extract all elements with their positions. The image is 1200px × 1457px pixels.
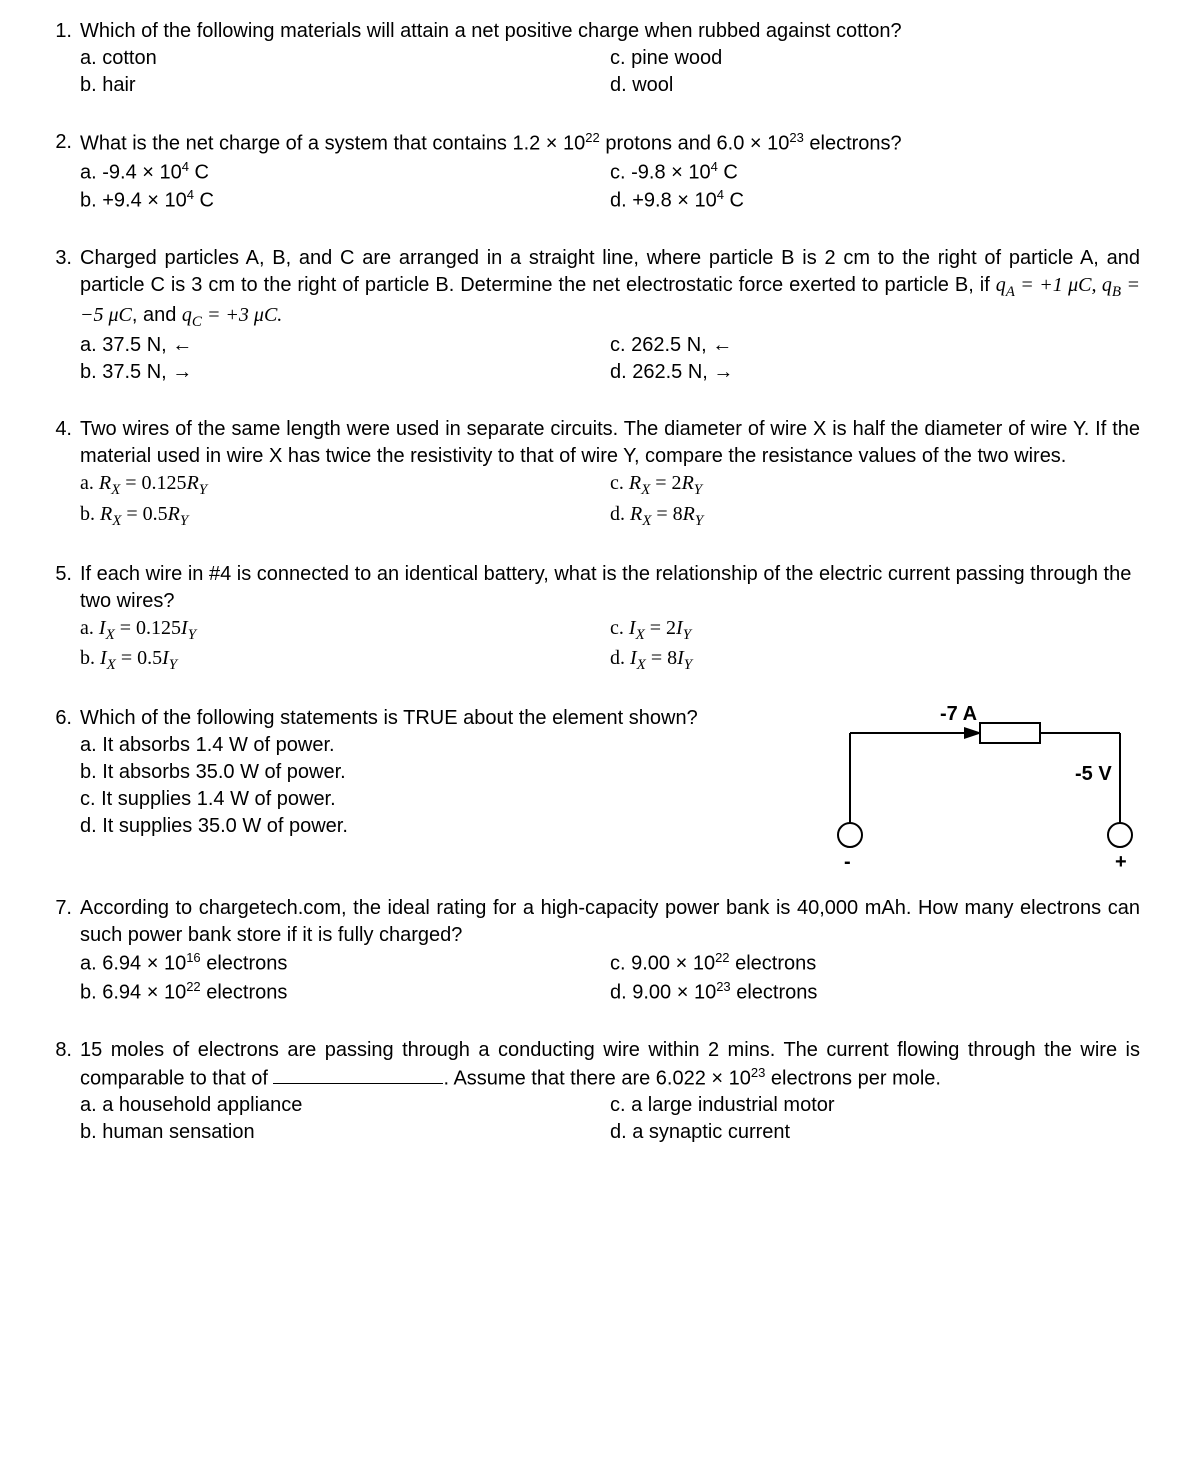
q3-option-c: c. 262.5 N, ← [610, 332, 1140, 359]
q8-option-c: c. a large industrial motor [610, 1092, 1140, 1119]
question-5: 5. If each wire in #4 is connected to an… [46, 561, 1140, 676]
q8-number: 8. [46, 1037, 80, 1147]
q3-option-b: b. 37.5 N, → [80, 359, 610, 386]
question-6: 6. Which of the following statements is … [46, 705, 1140, 865]
q2-option-a: a. -9.4 × 104 C [80, 158, 610, 187]
q4-options: a. RX = 0.125RY b. RX = 0.5RY c. RX = 2R… [80, 470, 1140, 531]
q6-stem: Which of the following statements is TRU… [80, 705, 820, 732]
q4-option-c: c. RX = 2RY [610, 470, 1140, 500]
q2-number: 2. [46, 129, 80, 215]
question-7: 7. According to chargetech.com, the idea… [46, 895, 1140, 1006]
q5-body: If each wire in #4 is connected to an id… [80, 561, 1140, 676]
q4-body: Two wires of the same length were used i… [80, 416, 1140, 531]
q2-option-c: c. -9.8 × 104 C [610, 158, 1140, 187]
question-4: 4. Two wires of the same length were use… [46, 416, 1140, 531]
q2-stem: What is the net charge of a system that … [80, 129, 1140, 158]
q6-plus-terminal: + [1115, 849, 1127, 876]
question-2: 2. What is the net charge of a system th… [46, 129, 1140, 215]
q8-option-d: d. a synaptic current [610, 1119, 1140, 1146]
q1-number: 1. [46, 18, 80, 99]
q3-stem: Charged particles A, B, and C are arrang… [80, 245, 1140, 333]
q7-option-a: a. 6.94 × 1016 electrons [80, 949, 610, 978]
q7-number: 7. [46, 895, 80, 1006]
q7-body: According to chargetech.com, the ideal r… [80, 895, 1140, 1006]
q3-number: 3. [46, 245, 80, 387]
q8-options: a. a household appliance b. human sensat… [80, 1092, 1140, 1146]
q6-option-c: c. It supplies 1.4 W of power. [80, 786, 820, 813]
q5-option-a: a. IX = 0.125IY [80, 615, 610, 645]
q4-option-b: b. RX = 0.5RY [80, 501, 610, 531]
q6-circuit-svg [820, 705, 1140, 870]
q8-body: 15 moles of electrons are passing throug… [80, 1037, 1140, 1147]
q7-stem: According to chargetech.com, the ideal r… [80, 895, 1140, 949]
q5-option-c: c. IX = 2IY [610, 615, 1140, 645]
q5-option-d: d. IX = 8IY [610, 645, 1140, 675]
q3-body: Charged particles A, B, and C are arrang… [80, 245, 1140, 387]
q7-option-d: d. 9.00 × 1023 electrons [610, 978, 1140, 1007]
q8-option-b: b. human sensation [80, 1119, 610, 1146]
q6-option-d: d. It supplies 35.0 W of power. [80, 813, 820, 840]
q3-option-a: a. 37.5 N, ← [80, 332, 610, 359]
q4-option-d: d. RX = 8RY [610, 501, 1140, 531]
q5-options: a. IX = 0.125IY b. IX = 0.5IY c. IX = 2I… [80, 615, 1140, 676]
q6-text: Which of the following statements is TRU… [80, 705, 820, 865]
question-1: 1. Which of the following materials will… [46, 18, 1140, 99]
q7-options: a. 6.94 × 1016 electrons b. 6.94 × 1022 … [80, 949, 1140, 1006]
q6-option-a: a. It absorbs 1.4 W of power. [80, 732, 820, 759]
q4-option-a: a. RX = 0.125RY [80, 470, 610, 500]
q2-body: What is the net charge of a system that … [80, 129, 1140, 215]
question-3: 3. Charged particles A, B, and C are arr… [46, 245, 1140, 387]
q6-minus-terminal: - [844, 849, 851, 876]
q4-stem: Two wires of the same length were used i… [80, 416, 1140, 470]
q1-options: a. cotton b. hair c. pine wood d. wool [80, 45, 1140, 99]
q6-option-b: b. It absorbs 35.0 W of power. [80, 759, 820, 786]
q7-option-c: c. 9.00 × 1022 electrons [610, 949, 1140, 978]
q1-option-d: d. wool [610, 72, 1140, 99]
q6-circuit-diagram: -7 A -5 V [820, 705, 1140, 865]
q6-number: 6. [46, 705, 80, 865]
q8-option-a: a. a household appliance [80, 1092, 610, 1119]
q1-option-b: b. hair [80, 72, 610, 99]
q5-number: 5. [46, 561, 80, 676]
q3-options: a. 37.5 N, ← b. 37.5 N, → c. 262.5 N, ← … [80, 332, 1140, 386]
q4-number: 4. [46, 416, 80, 531]
q1-stem: Which of the following materials will at… [80, 18, 1140, 45]
q5-option-b: b. IX = 0.5IY [80, 645, 610, 675]
q1-option-c: c. pine wood [610, 45, 1140, 72]
q6-body: Which of the following statements is TRU… [80, 705, 1140, 865]
q2-options: a. -9.4 × 104 C b. +9.4 × 104 C c. -9.8 … [80, 158, 1140, 215]
q5-stem: If each wire in #4 is connected to an id… [80, 561, 1140, 615]
question-8: 8. 15 moles of electrons are passing thr… [46, 1037, 1140, 1147]
q1-body: Which of the following materials will at… [80, 18, 1140, 99]
q7-option-b: b. 6.94 × 1022 electrons [80, 978, 610, 1007]
q2-option-d: d. +9.8 × 104 C [610, 186, 1140, 215]
q8-stem: 15 moles of electrons are passing throug… [80, 1037, 1140, 1093]
q2-option-b: b. +9.4 × 104 C [80, 186, 610, 215]
q3-option-d: d. 262.5 N, → [610, 359, 1140, 386]
q1-option-a: a. cotton [80, 45, 610, 72]
q8-blank [273, 1064, 443, 1084]
